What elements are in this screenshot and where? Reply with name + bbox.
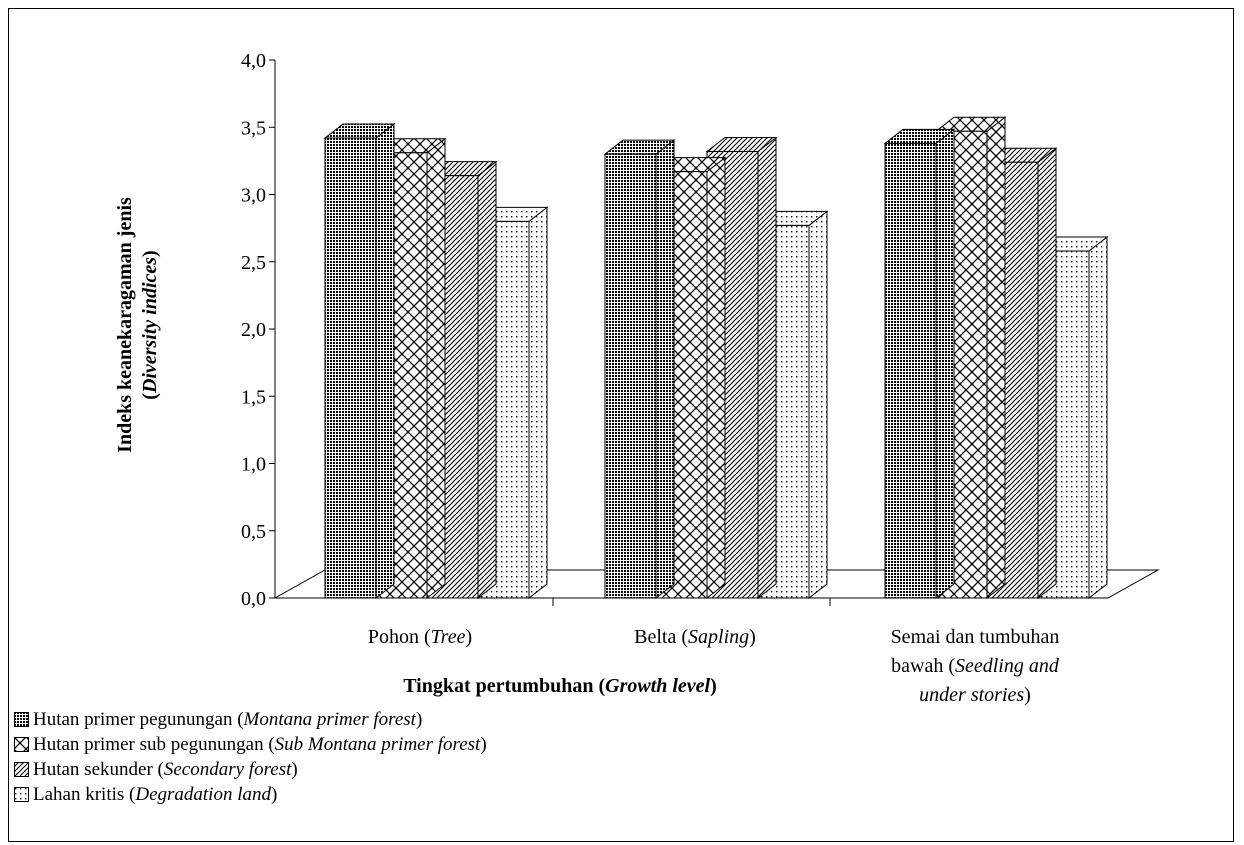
legend-swatch-diagonal-icon <box>14 762 29 777</box>
legend-swatch-crosshatch-icon <box>14 737 29 752</box>
y-tick-label: 4,0 <box>241 50 266 72</box>
y-tick-label: 1,0 <box>241 454 266 476</box>
chart-frame <box>8 8 1234 842</box>
category-label-seedling: Semai dan tumbuhan bawah (Seedling and u… <box>890 626 1060 706</box>
y-tick-label: 0,0 <box>241 588 266 610</box>
y-tick-label: 2,5 <box>241 252 266 274</box>
bar-dense-dots-cat2 <box>603 139 676 600</box>
x-axis-label: Tingkat pertumbuhan (Growth level) <box>403 675 717 697</box>
legend-item-degradation: Lahan kritis (Degradation land) <box>14 782 487 807</box>
legend-item-sub-montana: Hutan primer sub pegunungan (Sub Montana… <box>14 732 487 757</box>
bar-dense-dots-cat1 <box>323 122 396 600</box>
legend-swatch-dense-dots-icon <box>14 712 29 727</box>
legend-item-montana: Hutan primer pegunungan (Montana primer … <box>14 707 487 732</box>
category-label-tree: Pohon (Tree) <box>367 626 473 648</box>
legend-swatch-sparse-dots-icon <box>14 787 29 802</box>
y-axis-label-line1: Indeks keanekaragaman jenis <box>114 197 136 453</box>
legend: Hutan primer pegunungan (Montana primer … <box>14 707 487 807</box>
legend-item-secondary: Hutan sekunder (Secondary forest) <box>14 757 487 782</box>
y-tick-label: 0,5 <box>241 521 266 543</box>
y-tick-label: 2,0 <box>241 319 266 341</box>
y-tick-label: 3,5 <box>241 117 266 139</box>
y-tick-label: 3,0 <box>241 185 266 207</box>
y-axis-label-line2: (Diversity indices) <box>139 250 161 400</box>
category-label-sapling: Belta (Sapling) <box>634 626 756 648</box>
y-tick-label: 1,5 <box>241 386 266 408</box>
bar-dense-dots-cat3 <box>883 128 956 600</box>
y-axis-label: Indeks keanekaragaman jenis (Diversity i… <box>113 125 163 525</box>
